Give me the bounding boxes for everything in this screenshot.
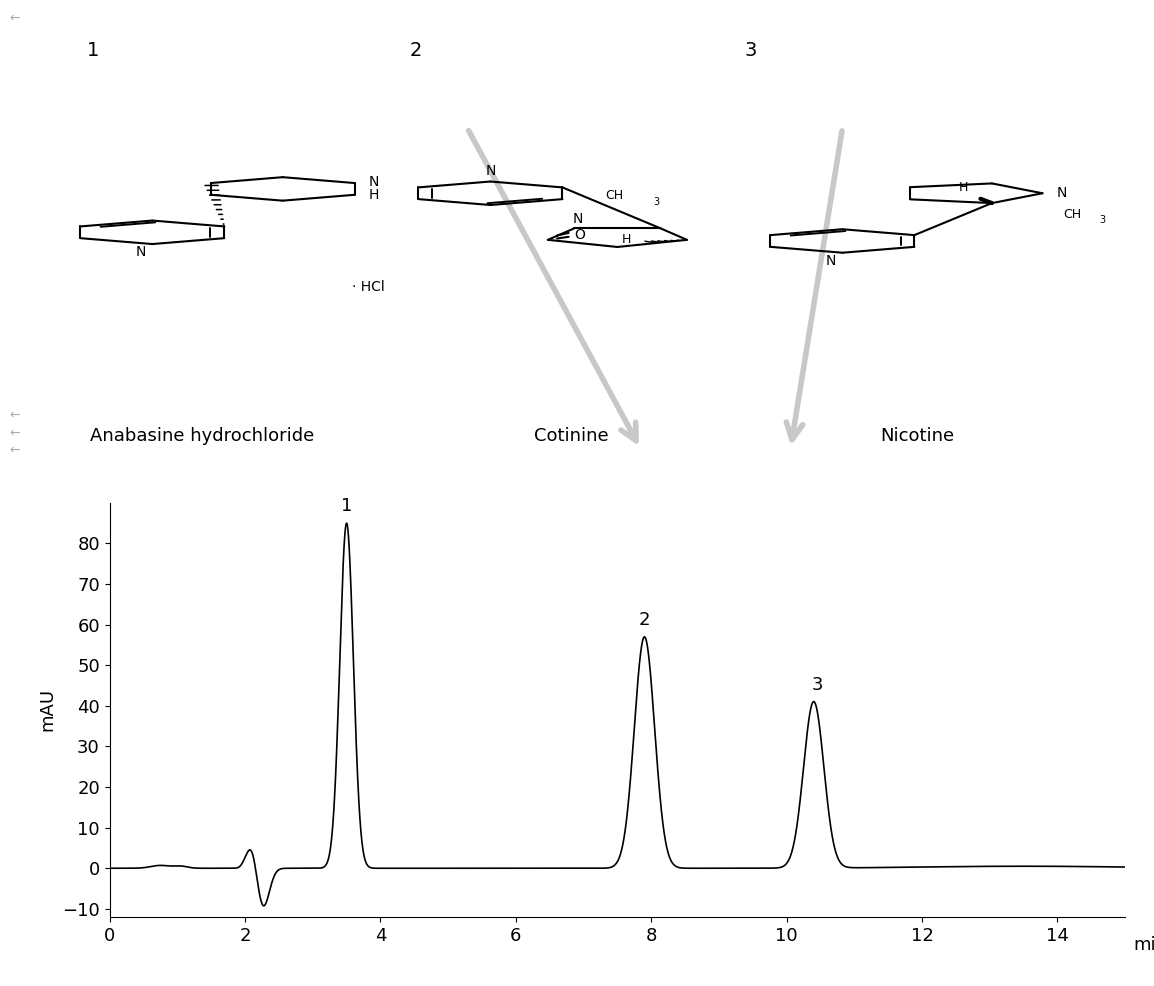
Y-axis label: mAU: mAU: [38, 688, 57, 732]
Text: CH: CH: [606, 189, 624, 202]
Text: ←: ←: [9, 427, 20, 440]
Text: CH: CH: [1063, 208, 1081, 221]
Text: N: N: [1056, 186, 1066, 200]
Text: N: N: [136, 245, 145, 259]
Text: · HCl: · HCl: [352, 280, 384, 294]
Text: Nicotine: Nicotine: [881, 427, 954, 446]
Text: N: N: [486, 164, 495, 177]
Text: H: H: [368, 188, 379, 202]
Text: 2: 2: [410, 40, 422, 59]
Text: ←: ←: [9, 444, 20, 457]
Text: N: N: [572, 212, 583, 226]
X-axis label: min: min: [1133, 936, 1154, 953]
Text: 3: 3: [811, 675, 823, 694]
Text: H: H: [622, 234, 631, 246]
Text: 3: 3: [744, 40, 757, 59]
Text: O: O: [575, 229, 585, 243]
Text: N: N: [368, 175, 379, 188]
Text: H: H: [959, 181, 968, 194]
Text: ←: ←: [9, 12, 20, 25]
Text: 3: 3: [1100, 215, 1106, 225]
Text: 3: 3: [653, 197, 659, 207]
Text: 2: 2: [638, 610, 650, 629]
Text: Anabasine hydrochloride: Anabasine hydrochloride: [90, 427, 314, 446]
Text: Cotinine: Cotinine: [534, 427, 608, 446]
Text: 1: 1: [340, 497, 352, 515]
Text: ←: ←: [9, 409, 20, 422]
Text: N: N: [826, 254, 835, 268]
Text: 1: 1: [87, 40, 99, 59]
